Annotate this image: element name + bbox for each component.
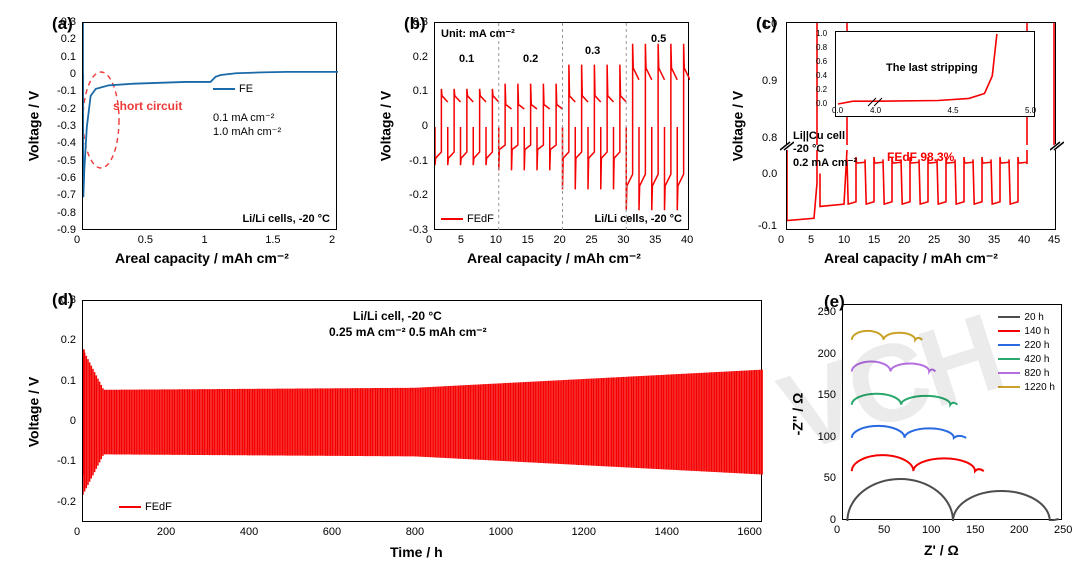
ct-l00: 0.0 [762,168,777,180]
panel-e-plot: 20 h 140 h 220 h 420 h 820 h 1220 h [842,304,1062,520]
panel-d: (d) Li/Li cell, -20 °C 0.25 mA cm⁻² 0.5 … [10,288,772,568]
panel-b-xticks: 0510152025303540 [434,232,689,250]
panel-c: (c) The last stripping 0.00.20.40.60.81.… [714,10,1070,270]
panel-a-corner: Li/Li cells, -20 °C [242,213,330,225]
panel-c-inset-title: The last stripping [886,62,978,74]
ct-u08: 0.8 [762,132,777,144]
panel-a-cond2: 1.0 mAh cm⁻² [213,125,281,138]
panel-c-xlabel: Areal capacity / mAh cm⁻² [824,250,998,267]
panel-b: (b) Unit: mA cm⁻² 0.1 0.2 0.3 0.5 FEdF L… [362,10,702,270]
panel-e-xlabel: Z' / Ω [924,542,959,558]
panel-e-legend: 20 h 140 h 220 h 420 h 820 h 1220 h [998,311,1055,395]
panel-a-yticks: -0.9-0.8-0.7-0.6-0.5-0.4-0.3-0.2-0.100.1… [10,22,80,230]
panel-a-svg [83,23,338,231]
panel-b-r3: 0.3 [585,45,600,57]
panel-d-t1: Li/Li cell, -20 °C [353,309,442,323]
panel-c-ared: FEdF 98.3% [887,150,954,164]
panel-c-inset-svg [836,32,1036,118]
panel-b-ylabel: Voltage / V [377,91,393,162]
panel-a: (a) short circuit FE 0.1 mA cm⁻² 1.0 mAh… [10,10,350,270]
panel-a-xlabel: Areal capacity / mAh cm⁻² [115,250,289,267]
panel-b-r2: 0.2 [523,53,538,65]
panel-b-unitlabel: Unit: mA cm⁻² [441,27,515,40]
panel-c-ylabel: Voltage / V [729,91,745,162]
panel-a-ylabel: Voltage / V [25,91,41,162]
panel-a-legend: FE [213,83,253,95]
panel-c-xticks: 051015202530354045 [786,232,1056,250]
panel-e-ylabel: -Z'' / Ω [789,393,805,436]
panel-a-xticks: 00.511.52 [82,232,337,250]
panel-b-r1: 0.1 [459,53,474,65]
panel-c-a2: -20 °C [793,143,824,155]
panel-d-t2: 0.25 mA cm⁻² 0.5 mAh cm⁻² [329,325,487,339]
panel-d-xticks: 02004006008001000120014001600 [82,524,762,542]
ct-u10: 1.0 [762,18,777,30]
panel-b-plot: Unit: mA cm⁻² 0.1 0.2 0.3 0.5 FEdF Li/Li… [434,22,689,230]
panel-c-plot-lower: Li||Cu cell -20 °C 0.2 mA cm⁻² FEdF 98.3… [786,150,1056,230]
panel-e: (e) 20 h 140 h 220 h 420 h 820 h 1220 h … [784,288,1074,568]
panel-d-ylabel: Voltage / V [25,377,41,448]
ct-u09: 0.9 [762,75,777,87]
panel-c-a3: 0.2 mA cm⁻² [793,156,857,169]
panel-d-yticks: -0.2-0.100.10.20.3 [10,300,80,522]
panel-b-yticks: -0.3-0.2-0.100.10.20.3 [362,22,432,230]
panel-b-legend: FEdF [441,213,494,225]
panel-a-plot: short circuit FE 0.1 mA cm⁻² 1.0 mAh cm⁻… [82,22,337,230]
panel-c-inset: The last stripping 0.00.20.40.60.81.0 0.… [835,31,1035,117]
panel-c-a1: Li||Cu cell [793,130,845,142]
panel-d-legend: FEdF [119,501,172,513]
panel-c-plot-upper: The last stripping 0.00.20.40.60.81.0 0.… [786,22,1056,144]
panel-b-corner: Li/Li cells, -20 °C [594,213,682,225]
panel-b-xlabel: Areal capacity / mAh cm⁻² [467,250,641,267]
panel-d-xlabel: Time / h [390,544,443,560]
panel-b-r4: 0.5 [651,33,666,45]
panel-e-xticks: 050100150200250 [842,522,1062,540]
ct-lm01: -0.1 [758,220,777,232]
panel-d-plot: Li/Li cell, -20 °C 0.25 mA cm⁻² 0.5 mAh … [82,300,762,522]
panel-a-short-circuit: short circuit [113,99,182,113]
panel-a-cond1: 0.1 mA cm⁻² [213,111,274,124]
